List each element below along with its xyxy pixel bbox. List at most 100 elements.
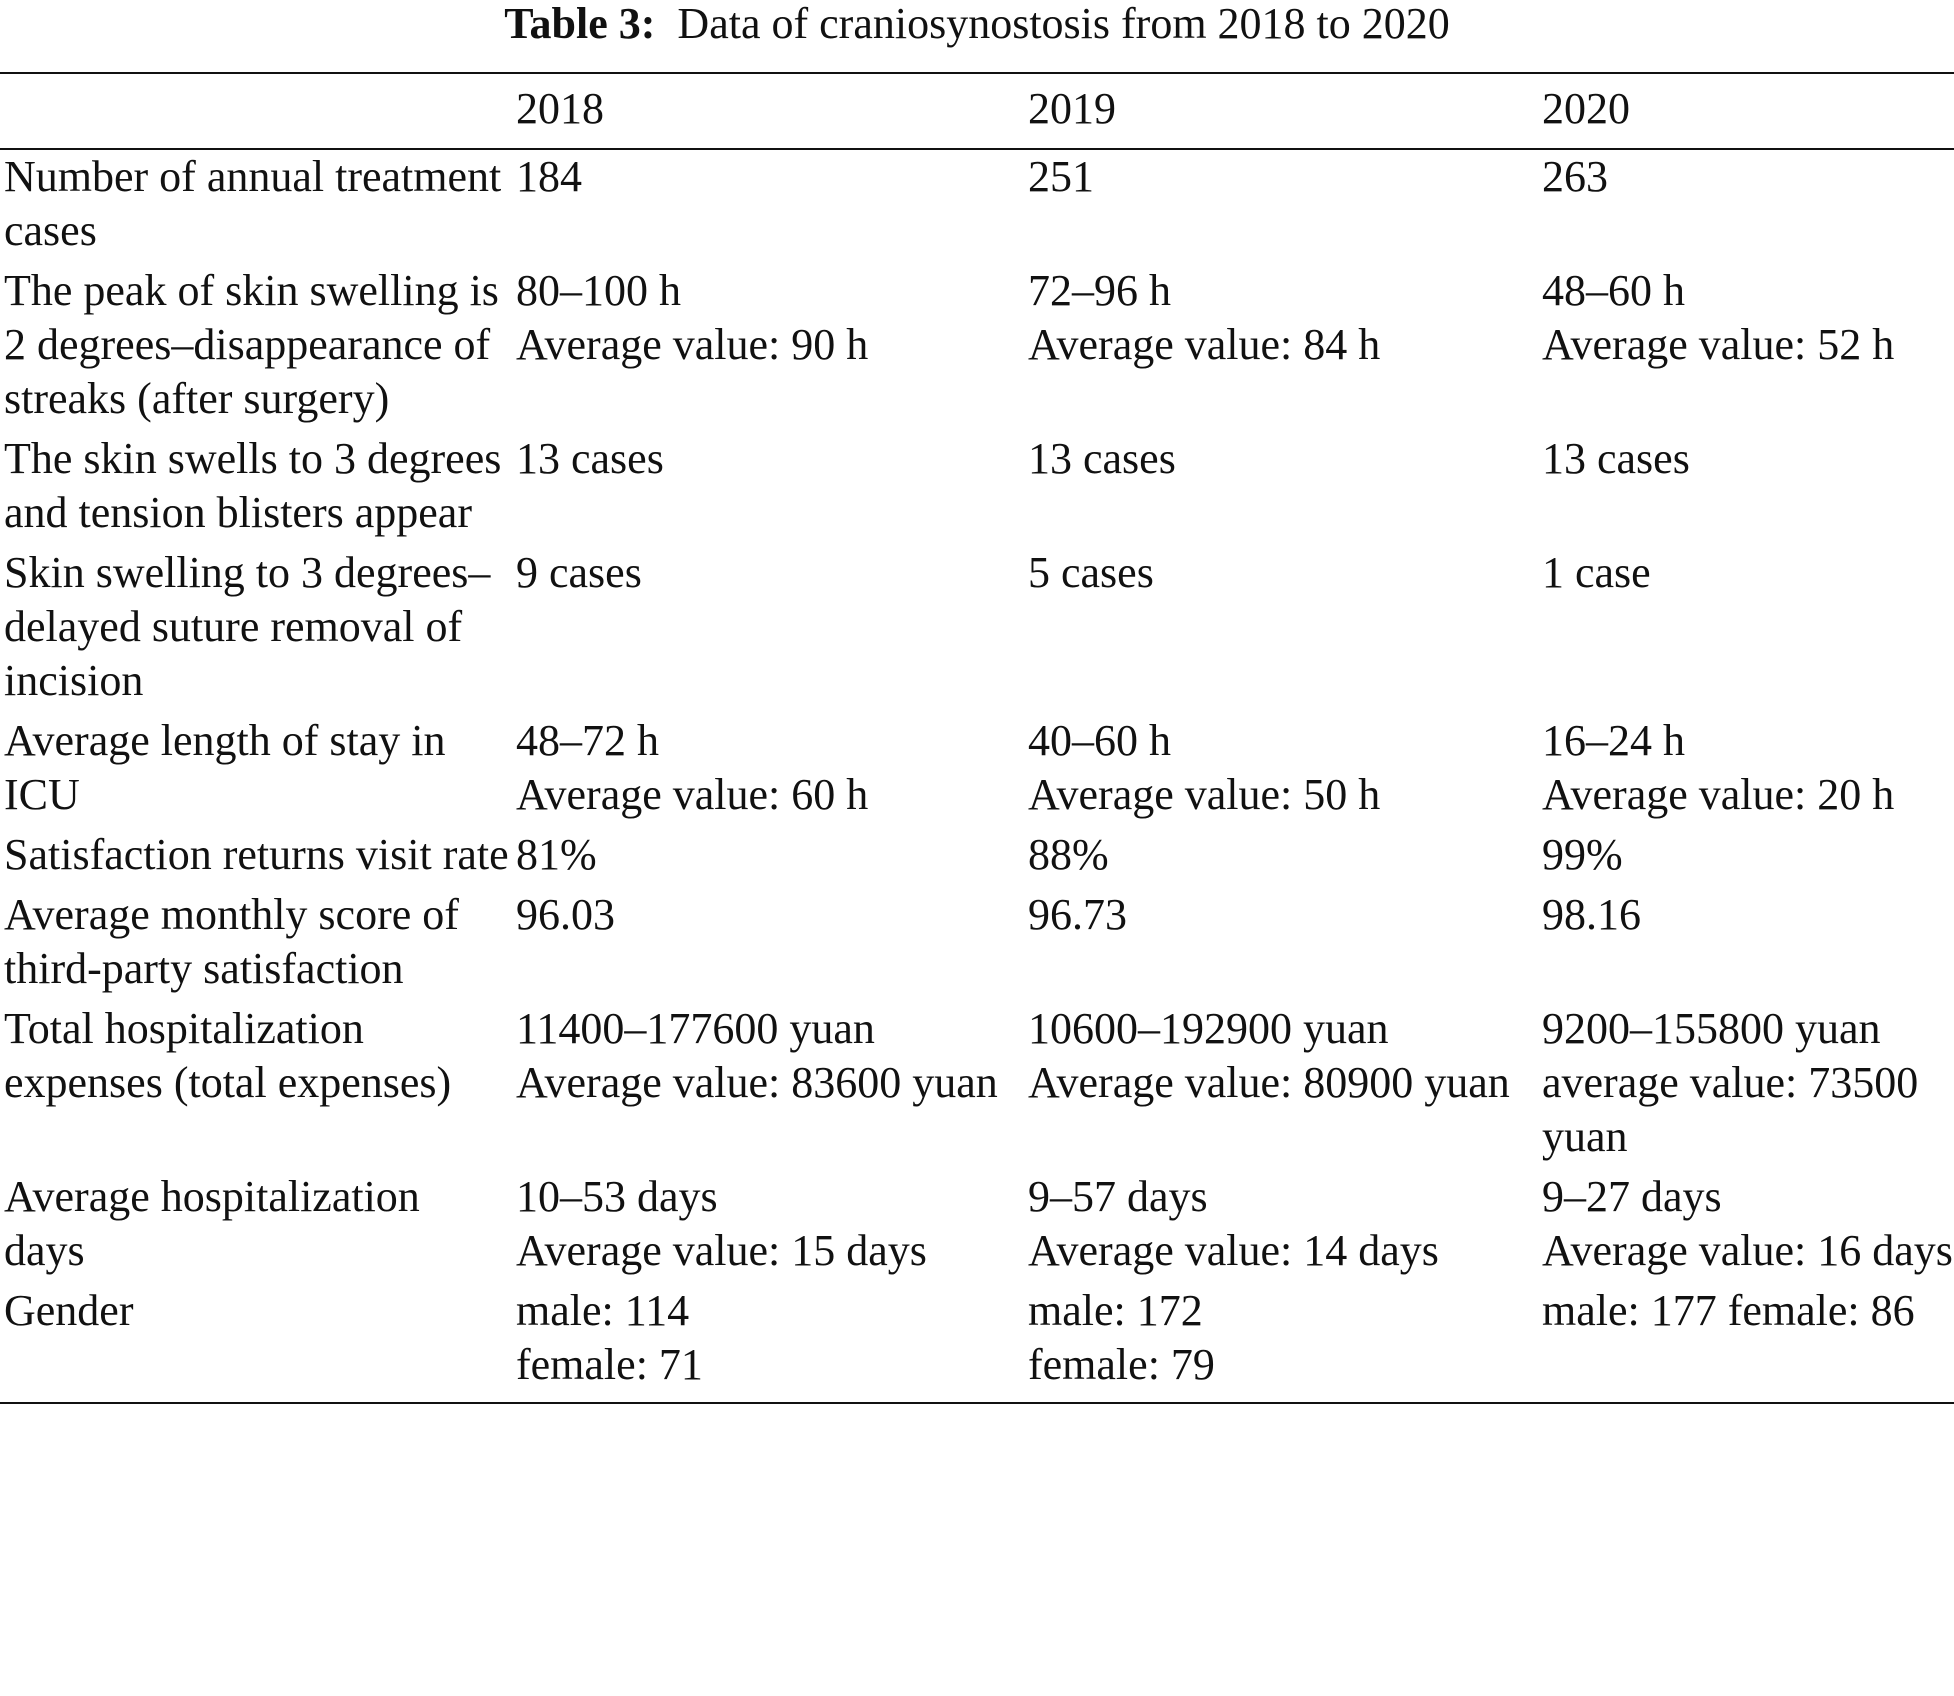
table-cell: 96.03 — [516, 888, 1028, 1002]
cell-line: 9 cases — [516, 548, 642, 597]
table-cell: 16–24 h Average value: 20 h — [1542, 714, 1954, 828]
cell-line: 88% — [1028, 830, 1109, 879]
table-row: Number of annual treatment cases 184 251 26… — [0, 148, 1954, 264]
table-cell: 9 cases — [516, 546, 1028, 714]
table-cell: 11400–177600 yuan Average value: 83600 yu… — [516, 1002, 1028, 1170]
cell-line: 10–53 days — [516, 1172, 718, 1221]
table-header-rule — [0, 148, 1954, 150]
cell-line: Average value: 50 h — [1028, 770, 1381, 819]
table-cell: 1 case — [1542, 546, 1954, 714]
data-table: 2018 2019 2020 Number of annual treatmen… — [0, 82, 1954, 1398]
column-header-2019: 2019 — [1028, 84, 1116, 133]
table-bottom-rule — [0, 1402, 1954, 1404]
row-label: Satisfaction returns visit rate — [4, 830, 509, 879]
cell-line: Average value: 84 h — [1028, 320, 1381, 369]
cell-line: 13 cases — [516, 434, 664, 483]
row-label: Skin swelling to 3 degrees–delayed sutur… — [4, 548, 491, 705]
table-cell: 96.73 — [1028, 888, 1542, 1002]
table-header-row: 2018 2019 2020 — [0, 82, 1954, 148]
cell-line: Average value: 60 h — [516, 770, 869, 819]
table-cell: 10–53 days Average value: 15 days — [516, 1170, 1028, 1284]
column-header-empty — [0, 82, 516, 148]
row-label: The peak of skin swelling is 2 degrees–d… — [4, 266, 499, 423]
table-cell: 184 — [516, 148, 1028, 264]
cell-line: 11400–177600 yuan — [516, 1004, 875, 1053]
cell-line: 80–100 h — [516, 266, 681, 315]
cell-line: 9–57 days — [1028, 1172, 1208, 1221]
table-cell: 40–60 h Average value: 50 h — [1028, 714, 1542, 828]
table-cell: 13 cases — [1028, 432, 1542, 546]
row-label: Total hospitalization expenses (total ex… — [4, 1004, 452, 1107]
table-row: The peak of skin swelling is 2 degrees–d… — [0, 264, 1954, 432]
table-cell: 5 cases — [1028, 546, 1542, 714]
table-cell: 72–96 h Average value: 84 h — [1028, 264, 1542, 432]
table-cell: 98.16 — [1542, 888, 1954, 1002]
cell-line: male: 172 — [1028, 1286, 1203, 1335]
table-row: Gender male: 114 female: 71 male: 172 female… — [0, 1284, 1954, 1398]
cell-line: male: 114 — [516, 1286, 690, 1335]
cell-line: 99% — [1542, 830, 1623, 879]
cell-line: 16–24 h — [1542, 716, 1685, 765]
table-cell: 13 cases — [516, 432, 1028, 546]
cell-line: Average value: 52 h — [1542, 320, 1895, 369]
cell-line: 13 cases — [1542, 434, 1690, 483]
table-cell: 13 cases — [1542, 432, 1954, 546]
table-row: The skin swells to 3 degrees and tension… — [0, 432, 1954, 546]
row-label: Gender — [4, 1286, 134, 1335]
table-cell: 99% — [1542, 828, 1954, 888]
table-caption-text: Data of craniosynostosis from 2018 to 20… — [677, 0, 1450, 48]
cell-line: 1 case — [1542, 548, 1651, 597]
cell-line: 9200–155800 yuan — [1542, 1004, 1881, 1053]
row-label: Number of annual treatment cases — [4, 152, 502, 255]
cell-line: 5 cases — [1028, 548, 1154, 597]
cell-line: 251 — [1028, 152, 1094, 201]
row-label: Average monthly score of third-party sat… — [4, 890, 459, 993]
cell-line: 81% — [516, 830, 597, 879]
table-body: Number of annual treatment cases 184 251 26… — [0, 148, 1954, 1398]
cell-line: average value: 73500 yuan — [1542, 1058, 1919, 1161]
cell-line: 40–60 h — [1028, 716, 1171, 765]
table-cell: male: 172 female: 79 — [1028, 1284, 1542, 1398]
cell-line: 263 — [1542, 152, 1608, 201]
cell-line: 13 cases — [1028, 434, 1176, 483]
table-cell: 48–72 h Average value: 60 h — [516, 714, 1028, 828]
table-row: Average hospitalization days 10–53 days Av… — [0, 1170, 1954, 1284]
table-cell: 48–60 h Average value: 52 h — [1542, 264, 1954, 432]
cell-line: 9–27 days — [1542, 1172, 1722, 1221]
table-row: Total hospitalization expenses (total ex… — [0, 1002, 1954, 1170]
table-row: Average length of stay in ICU 48–72 h Aver… — [0, 714, 1954, 828]
table-cell: 81% — [516, 828, 1028, 888]
cell-line: Average value: 90 h — [516, 320, 869, 369]
cell-line: female: 71 — [516, 1340, 703, 1389]
cell-line: Average value: 20 h — [1542, 770, 1895, 819]
column-header-2020: 2020 — [1542, 84, 1630, 133]
cell-line: 10600–192900 yuan — [1028, 1004, 1389, 1053]
table-row: Satisfaction returns visit rate 81% 88% 99% — [0, 828, 1954, 888]
row-label: Average length of stay in ICU — [4, 716, 446, 819]
table-caption: Table 3: Data of craniosynostosis from 20… — [0, 0, 1954, 48]
row-label: Average hospitalization days — [4, 1172, 420, 1275]
cell-line: Average value: 83600 yuan — [516, 1058, 998, 1107]
table-cell: 251 — [1028, 148, 1542, 264]
table-cell: 80–100 h Average value: 90 h — [516, 264, 1028, 432]
cell-line: 48–72 h — [516, 716, 659, 765]
table-cell: 263 — [1542, 148, 1954, 264]
cell-line: Average value: 15 days — [516, 1226, 927, 1275]
table-cell: 88% — [1028, 828, 1542, 888]
table-cell: 9–27 days Average value: 16 days — [1542, 1170, 1954, 1284]
table-top-rule — [0, 72, 1954, 74]
table-cell: 9–57 days Average value: 14 days — [1028, 1170, 1542, 1284]
table-row: Average monthly score of third-party sat… — [0, 888, 1954, 1002]
cell-line: Average value: 14 days — [1028, 1226, 1439, 1275]
cell-line: 96.03 — [516, 890, 615, 939]
table-cell: 10600–192900 yuan Average value: 80900 yu… — [1028, 1002, 1542, 1170]
cell-line: 72–96 h — [1028, 266, 1171, 315]
cell-line: 96.73 — [1028, 890, 1127, 939]
cell-line: 184 — [516, 152, 582, 201]
table-cell: male: 114 female: 71 — [516, 1284, 1028, 1398]
cell-line: 48–60 h — [1542, 266, 1685, 315]
cell-line: 98.16 — [1542, 890, 1641, 939]
table-cell: male: 177 female: 86 — [1542, 1284, 1954, 1398]
table-caption-label: Table 3: — [504, 0, 656, 48]
column-header-2018: 2018 — [516, 84, 604, 133]
